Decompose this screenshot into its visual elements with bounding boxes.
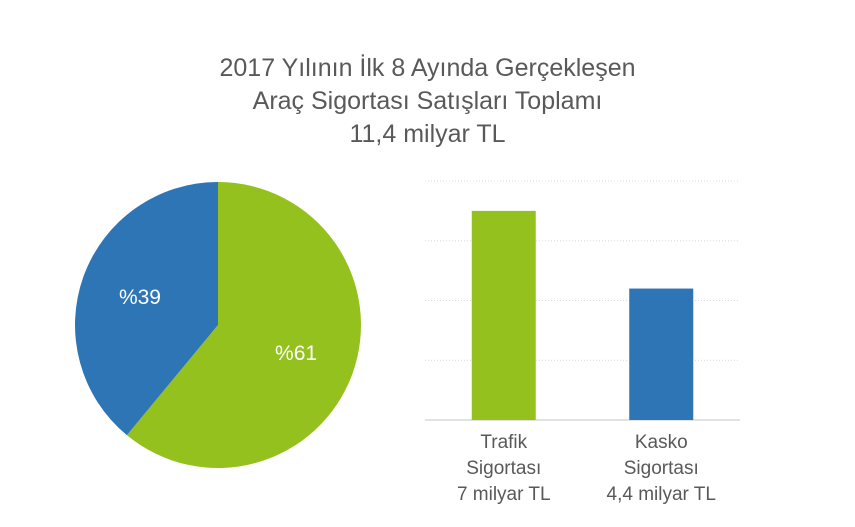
chart-title: 2017 Yılının İlk 8 Ayında Gerçekleşen Ar… xyxy=(0,52,855,151)
bar-chart: Trafik Sigortası 7 milyar TL Kasko Sigortası… xyxy=(425,180,740,505)
x-tick-label: Trafik Sigortası 7 milyar TL xyxy=(457,432,551,505)
pie-slice xyxy=(126,182,362,469)
title-line-2: Araç Sigortası Satışları Toplamı xyxy=(252,87,603,115)
title-line-1: 2017 Yılının İlk 8 Ayında Gerçekleşen xyxy=(219,54,636,82)
pie-slice xyxy=(75,182,218,436)
bar xyxy=(629,288,694,420)
pie-slice-label: %39 xyxy=(119,286,161,309)
bar xyxy=(471,210,536,420)
pie-slice-label: %61 xyxy=(275,342,317,365)
title-line-3: 11,4 milyar TL xyxy=(349,120,506,148)
pie-chart: %61 %39 xyxy=(75,182,362,469)
x-tick-label: Kasko Sigortası 4,4 milyar TL xyxy=(607,432,716,505)
